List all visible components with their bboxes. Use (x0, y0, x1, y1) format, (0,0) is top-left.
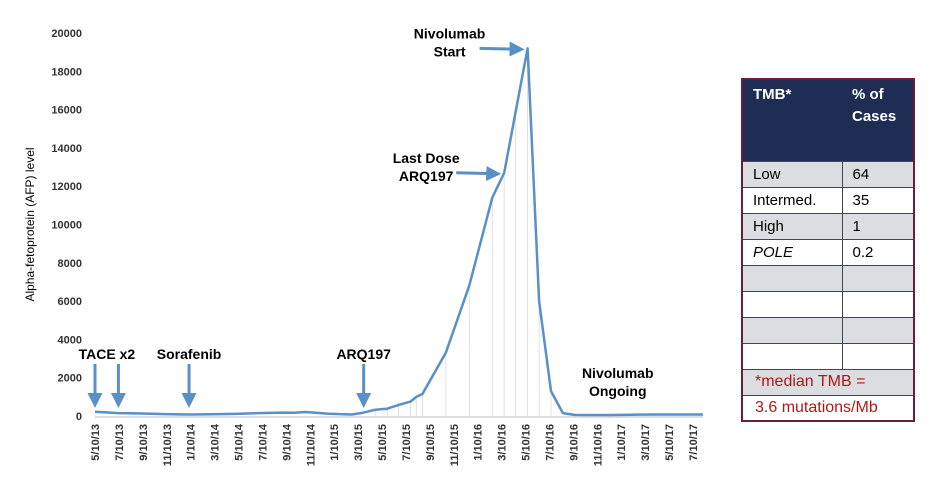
tmb-row-label: Low (742, 161, 843, 188)
annotation-arrow (456, 166, 502, 182)
tmb-row-value: 1 (842, 213, 914, 240)
x-tick-label: 1/10/14 (186, 423, 198, 461)
x-tick-label: 7/10/14 (257, 423, 269, 461)
y-tick-label: 14000 (51, 143, 82, 155)
empty-cell (842, 317, 914, 344)
x-tick-label: 9/10/14 (281, 423, 293, 461)
x-tick-label: 5/10/16 (521, 424, 533, 461)
tmb-row-empty (742, 291, 914, 318)
tmb-table-header: TMB* % of Cases (742, 79, 914, 162)
x-tick-label: 11/10/14 (305, 423, 317, 466)
tmb-row-empty (742, 317, 914, 344)
empty-cell (742, 265, 843, 292)
annotation-label: Last Dose (393, 150, 460, 166)
x-tick-label: 11/10/16 (592, 424, 604, 466)
y-axis-label: Alpha-fetoprotein (AFP) level (23, 147, 37, 301)
x-tick-label: 7/10/13 (114, 424, 126, 461)
empty-cell (742, 343, 843, 370)
tmb-row-empty (742, 343, 914, 370)
y-tick-label: 2000 (58, 373, 82, 385)
tmb-table: TMB* % of Cases Low 64 Intermed. 35 High… (741, 78, 915, 422)
y-tick-label: 16000 (51, 105, 82, 117)
y-tick-label: 10000 (51, 220, 82, 232)
y-axis: 0 2000 4000 6000 8000 10000 12000 14000 16000 180… (23, 28, 82, 423)
y-tick-label: 0 (76, 411, 82, 423)
x-tick-label: 11/10/15 (449, 424, 461, 466)
x-tick-label: 5/10/17 (664, 424, 676, 461)
x-tick-label: 5/10/14 (234, 423, 246, 461)
tmb-row-value: 0.2 (842, 239, 914, 266)
x-tick-label: 3/10/15 (353, 424, 365, 461)
x-tick-label: 5/10/15 (377, 424, 389, 461)
x-tick-label: 9/10/15 (425, 424, 437, 461)
tmb-footnote-line2: 3.6 mutations/Mb (742, 395, 914, 421)
x-tick-label: 3/10/16 (497, 424, 509, 461)
annotation-label: ARQ197 (336, 346, 391, 362)
annotation-label: Ongoing (589, 383, 647, 399)
annotation-label: Sorafenib (157, 346, 222, 362)
tmb-row-label: Intermed. (742, 187, 843, 214)
annotation-arrow (479, 41, 525, 57)
tmb-footnote-row-2: 3.6 mutations/Mb (742, 395, 914, 421)
x-tick-label: 3/10/14 (210, 423, 222, 461)
tmb-header-col2: % of Cases (842, 79, 914, 162)
tmb-row-low: Low 64 (742, 161, 914, 188)
afp-line-chart: 0 2000 4000 6000 8000 10000 12000 14000 16000 180… (23, 25, 703, 466)
annotation-label: Nivolumab (582, 365, 654, 381)
annotation-label: Nivolumab (414, 25, 486, 41)
tmb-footnote-line1: *median TMB = (742, 369, 914, 396)
x-tick-label: 7/10/16 (544, 424, 556, 461)
tmb-row-pole: POLE 0.2 (742, 239, 914, 266)
x-tick-label: 7/10/17 (688, 424, 700, 461)
x-tick-label: 11/10/13 (162, 424, 174, 466)
x-axis: 5/10/13 7/10/13 9/10/13 11/10/13 1/10/14 3/10… (90, 416, 703, 466)
tmb-header-col1: TMB* (742, 79, 842, 162)
x-tick-label: 5/10/13 (90, 424, 102, 461)
tmb-row-label: POLE (742, 239, 843, 266)
x-tick-label: 1/10/16 (473, 424, 485, 461)
tmb-row-value: 35 (842, 187, 914, 214)
afp-series-line (94, 47, 703, 417)
y-tick-label: 12000 (51, 181, 82, 193)
x-tick-label: 1/10/17 (616, 424, 628, 461)
drop-lines (374, 48, 552, 416)
tmb-row-label: High (742, 213, 843, 240)
annotation-label: Start (434, 43, 466, 59)
tmb-footnote-row-1: *median TMB = (742, 369, 914, 396)
x-tick-label: 7/10/15 (401, 424, 413, 461)
x-tick-label: 9/10/16 (568, 424, 580, 461)
annotation-label: ARQ197 (399, 168, 454, 184)
empty-cell (842, 291, 914, 318)
y-tick-label: 20000 (51, 28, 82, 40)
y-tick-label: 8000 (58, 258, 82, 270)
annotation-label: TACE x2 (79, 346, 136, 362)
y-tick-label: 6000 (58, 296, 82, 308)
y-tick-label: 4000 (58, 334, 82, 346)
empty-cell (742, 317, 843, 344)
x-tick-label: 3/10/17 (640, 424, 652, 461)
series-group (94, 47, 703, 417)
tmb-row-intermed: Intermed. 35 (742, 187, 914, 214)
tmb-row-empty (742, 265, 914, 292)
empty-cell (842, 265, 914, 292)
tmb-row-value: 64 (842, 161, 914, 188)
x-tick-label: 1/10/15 (329, 424, 341, 461)
empty-cell (842, 343, 914, 370)
empty-cell (742, 291, 843, 318)
annotations: TACE x2 Sorafenib ARQ197 Last Dose ARQ197 Niv… (79, 25, 654, 408)
x-tick-label: 9/10/13 (138, 424, 150, 461)
tmb-row-high: High 1 (742, 213, 914, 240)
y-tick-label: 18000 (51, 66, 82, 78)
